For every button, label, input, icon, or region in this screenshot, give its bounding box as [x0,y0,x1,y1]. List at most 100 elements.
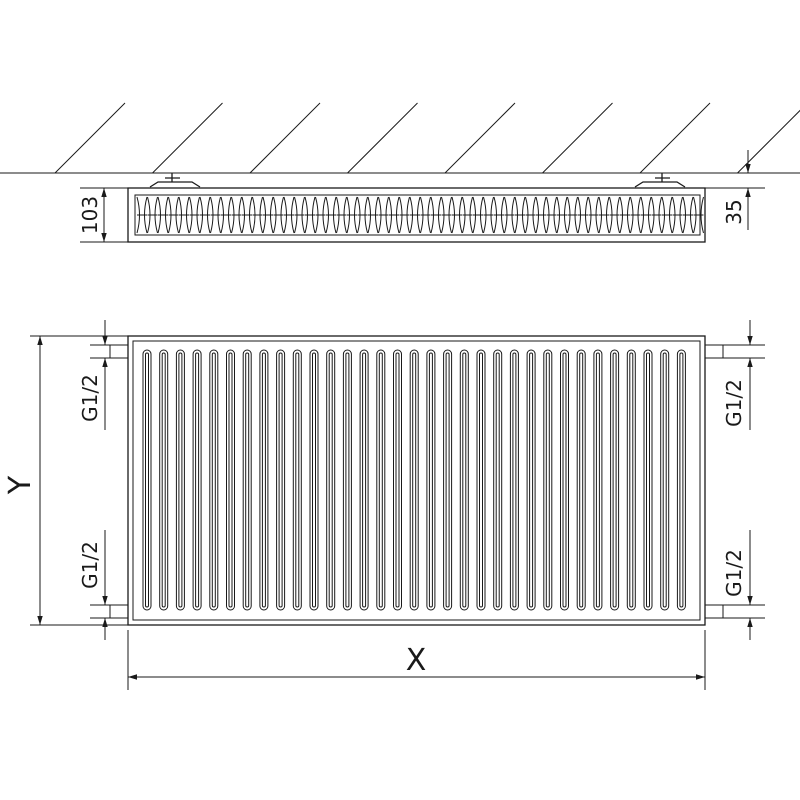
radiator-side-view [127,173,706,243]
fin-inner [278,352,283,608]
fin [526,349,536,611]
side-fin [367,196,379,234]
side-fin [588,196,599,234]
fin [242,349,252,611]
fin-inner [195,352,200,608]
fin-inner [529,352,534,608]
fin [476,349,486,611]
side-fin [325,196,337,234]
fin [276,349,286,611]
dimension-103: 103 [78,187,128,243]
side-fin [640,196,652,234]
side-fin [231,196,242,234]
hatch-line [152,102,223,174]
side-fin [315,196,326,234]
dimension-x: X [127,630,706,690]
fin-inner [178,352,183,608]
fin-inner [228,352,233,608]
hatch-line [54,102,126,174]
fin-inner [679,352,684,608]
fin-inner [512,352,517,608]
dimension-y-label: Y [3,475,38,495]
side-fin [399,196,410,234]
fin [459,349,469,611]
side-fin [283,196,295,234]
fin-inner [412,352,417,608]
fin [142,349,152,611]
fin-inner [328,352,333,608]
dimension-35: 35 [705,150,765,230]
side-fin [451,196,463,234]
side-fin [535,196,547,234]
fin-inner [595,352,600,608]
fin [192,349,202,611]
side-fins [136,196,704,234]
fin [359,349,369,611]
side-fin [493,196,505,234]
side-fin [147,196,158,234]
fin-inner [545,352,550,608]
side-fin [556,196,568,234]
fin [643,349,653,611]
fin [426,349,436,611]
hatch-line [639,102,711,174]
side-fin [189,196,200,234]
side-fin [672,196,683,234]
fin [443,349,453,611]
fin-inner [362,352,367,608]
fin-inner [495,352,500,608]
side-fin [168,196,179,234]
fin [326,349,336,611]
connection-label-bottom-left: G1/2 [78,541,102,589]
fin-inner [378,352,383,608]
fin [309,349,319,611]
hatch-line [249,102,321,174]
connection-label-bottom-right: G1/2 [722,549,746,597]
fin [660,349,670,611]
side-fin [609,196,620,234]
side-fin [388,196,400,234]
side-fin [661,196,673,234]
fin [292,349,302,611]
side-fin [504,196,515,234]
side-fin [462,196,473,234]
side-fin [619,196,631,234]
side-fin [357,196,368,234]
side-fin [378,196,389,234]
side-fin [157,196,169,234]
fin [209,349,219,611]
side-fin [210,196,221,234]
side-fin [220,196,232,234]
hatch-line [542,102,613,174]
fin-inner [479,352,483,608]
fin-inner [612,352,617,608]
fin [610,349,620,611]
fin-inner [312,352,316,608]
fin [159,349,169,611]
fin-inner [579,352,584,608]
fin [543,349,553,611]
fin [493,349,503,611]
dimension-35-label: 35 [722,199,746,224]
pipe-connections [109,344,724,619]
side-fin [472,196,484,234]
side-fin [178,196,190,234]
side-fin [136,196,148,234]
side-fin [483,196,494,234]
fin [175,349,185,611]
fin-inner [629,352,634,608]
side-fin [252,196,263,234]
fin [593,349,603,611]
wall-hatching [54,102,800,174]
fin-inner [646,352,650,608]
fin-inner [428,352,433,608]
side-fin [682,196,694,234]
fin-inner [662,352,667,608]
fin-inner [161,352,166,608]
side-fin [420,196,431,234]
side-fin [409,196,421,234]
wall [0,102,800,174]
radiator-front-view [109,335,724,626]
dimension-y: Y [3,335,128,626]
